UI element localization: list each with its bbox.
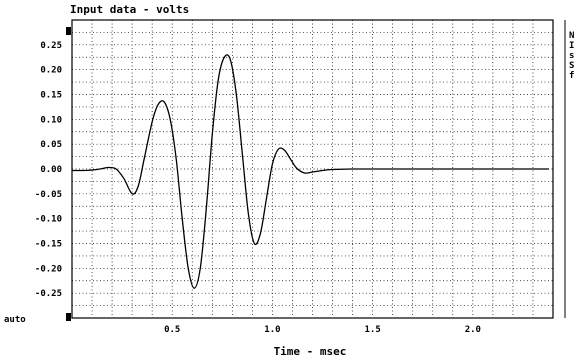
- y-tick-label: -0.15: [35, 240, 62, 250]
- y-tick-label: 0.15: [40, 91, 62, 101]
- series-line: [71, 54, 549, 289]
- scale-bottom-marker: [66, 313, 71, 321]
- y-tick-label: 0.25: [40, 41, 62, 51]
- chart-title: Input data - volts: [70, 3, 189, 16]
- scale-top-marker: [66, 27, 71, 35]
- x-tick-label: 1.5: [364, 325, 380, 335]
- y-tick-label: 0.05: [40, 140, 62, 150]
- y-tick-label: -0.20: [35, 264, 62, 274]
- x-tick-label: 0.5: [164, 325, 180, 335]
- y-tick-label: -0.10: [35, 215, 62, 225]
- grid: [72, 20, 553, 318]
- side-panel-char: N: [569, 31, 574, 41]
- y-tick-label: 0.20: [40, 66, 62, 76]
- y-tick-label: 0.00: [40, 165, 62, 175]
- y-tick-label: -0.05: [35, 190, 62, 200]
- y-scale-mode-label: auto: [4, 315, 26, 325]
- x-axis-label: Time - msec: [274, 345, 347, 358]
- side-panel-char: s: [569, 51, 574, 61]
- side-panel-char: f: [569, 71, 574, 81]
- side-panel-char: S: [569, 61, 574, 71]
- y-tick-label: -0.25: [35, 289, 62, 299]
- x-tick-label: 2.0: [465, 325, 481, 335]
- side-panel-char: I: [569, 41, 574, 51]
- x-tick-label: 1.0: [264, 325, 280, 335]
- y-tick-label: 0.10: [40, 115, 62, 125]
